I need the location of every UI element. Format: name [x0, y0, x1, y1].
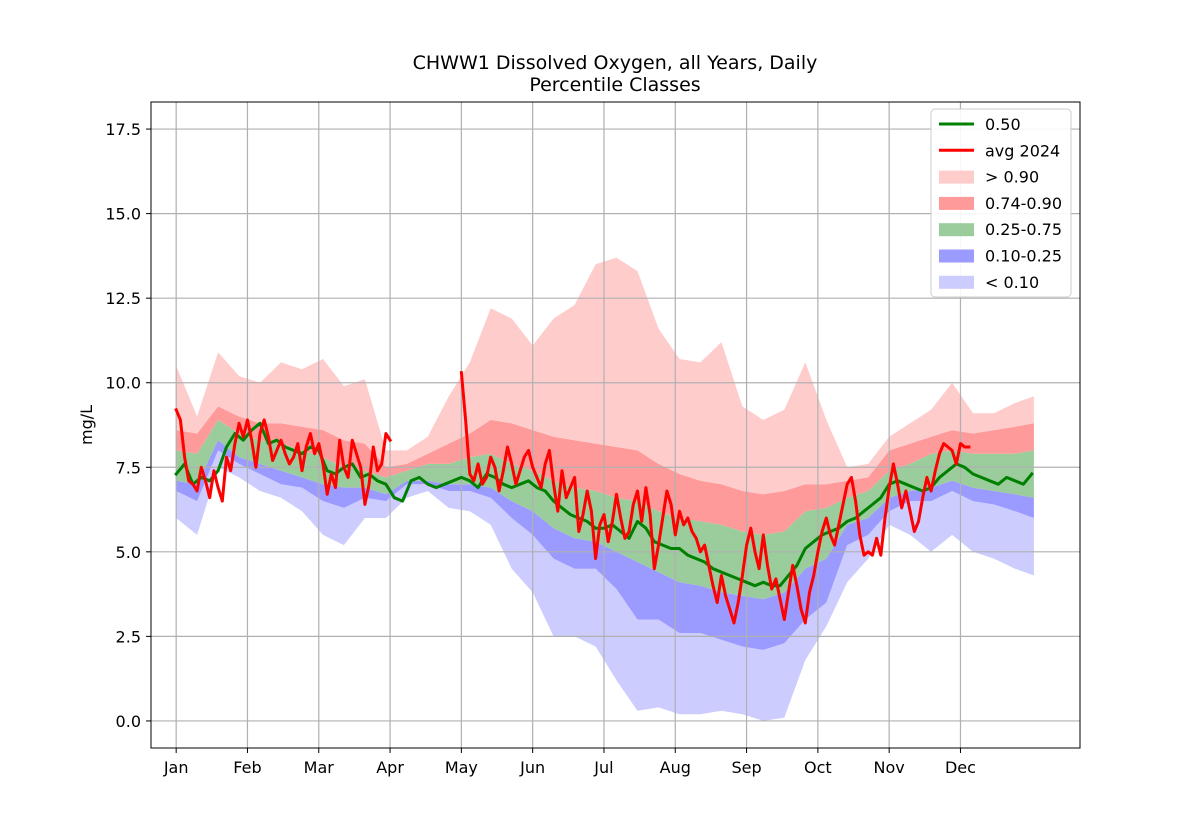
chart-title: CHWW1 Dissolved Oxygen, all Years, Daily: [413, 52, 818, 74]
x-tick-label: May: [445, 758, 478, 777]
legend-label: < 0.10: [985, 273, 1039, 292]
x-tick-label: Nov: [874, 758, 905, 777]
legend-swatch-patch: [939, 223, 974, 237]
grid-lines: [151, 102, 1080, 748]
x-tick-label: Oct: [804, 758, 832, 777]
x-tick-label: Sep: [731, 758, 761, 777]
legend-label: > 0.90: [985, 168, 1039, 187]
legend-label: avg 2024: [985, 141, 1060, 160]
band-below-0-10: [176, 450, 1034, 721]
x-tick-label: Mar: [304, 758, 335, 777]
legend-swatch-patch: [939, 275, 974, 289]
x-axis: Jan Feb Mar Apr May Jun Jul Aug Sep Oct Nov Dec: [163, 748, 976, 777]
legend-swatch-patch: [939, 170, 974, 184]
plot-frame: [150, 101, 1081, 749]
plot-area: [151, 102, 1080, 748]
legend: 0.50 avg 2024 > 0.90 0.74-0.90 0.25-0.75 0.10…: [930, 108, 1072, 298]
y-axis: 0.0 2.5 5.0 7.5 10.0 12.5 15.0 17.5: [105, 120, 151, 731]
y-tick-label: 10.0: [105, 374, 141, 393]
x-tick-label: Jan: [163, 758, 189, 777]
y-axis-label: mg/L: [77, 405, 96, 445]
x-tick-label: Jul: [593, 758, 613, 777]
chart-subtitle: Percentile Classes: [529, 74, 700, 96]
avg-2024-line: [459, 370, 971, 625]
band-0-74-to-0-90: [176, 406, 1034, 535]
y-tick-label: 7.5: [116, 458, 141, 477]
band-0-25-to-0-75: [176, 419, 1034, 600]
y-tick-label: 5.0: [116, 543, 141, 562]
legend-swatch-patch: [939, 196, 974, 210]
x-tick-label: Jun: [519, 758, 545, 777]
series-lines: [174, 370, 1034, 625]
x-tick-label: Dec: [945, 758, 976, 777]
band-above-0-90: [176, 257, 1034, 495]
legend-label: 0.74-0.90: [985, 194, 1062, 213]
legend-label: 0.25-0.75: [985, 220, 1062, 239]
y-tick-label: 15.0: [105, 205, 141, 224]
y-tick-label: 17.5: [105, 120, 141, 139]
x-tick-label: Aug: [660, 758, 691, 777]
legend-swatch-patch: [939, 249, 974, 263]
avg-2024-line: [174, 407, 393, 506]
y-tick-label: 2.5: [116, 627, 141, 646]
x-tick-label: Feb: [233, 758, 261, 777]
legend-label: 0.10-0.25: [985, 247, 1062, 266]
legend-label: 0.50: [985, 115, 1021, 134]
y-tick-label: 12.5: [105, 289, 141, 308]
y-tick-label: 0.0: [116, 712, 141, 731]
x-tick-label: Apr: [376, 758, 404, 777]
